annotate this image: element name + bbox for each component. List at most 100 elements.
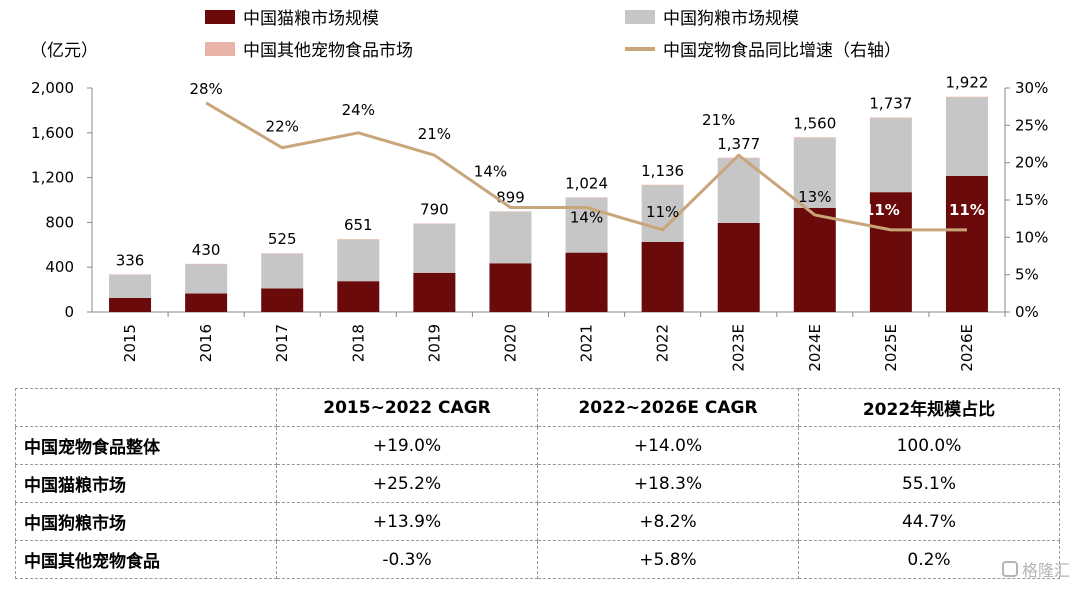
x-tick-label: 2020 (501, 324, 519, 362)
legend-item-other-food: 中国其他宠物食品市场 (205, 36, 413, 61)
bar-segment-other (793, 137, 836, 139)
table-row: 中国宠物食品整体 +19.0% +14.0% 100.0% (15, 426, 1060, 465)
market-size-chart: 0 400 800 1,200 1,600 2,000 0% 5% 10% 15% 20% 25% 30… (31, 74, 1048, 372)
bar-total-label: 1,377 (717, 135, 760, 153)
legend-label-other: 中国其他宠物食品市场 (243, 41, 413, 61)
bar-segment-dog (489, 211, 532, 264)
bar-segment-cat (185, 293, 228, 312)
growth-data-label: 11% (864, 201, 900, 219)
table-cell: +5.8% (537, 540, 799, 579)
growth-data-label: 22% (266, 118, 299, 136)
bar-total-label: 1,024 (565, 174, 608, 192)
growth-data-label: 14% (474, 162, 507, 180)
table-cell: -0.3% (276, 540, 538, 579)
bar-segment-dog (185, 264, 228, 294)
bar-segment-dog (109, 274, 152, 298)
y2-tick-label: 30% (1015, 79, 1048, 97)
bar-segment-other (869, 117, 912, 119)
table-row-label: 中国宠物食品整体 (15, 426, 277, 465)
table-cell: 44.7% (798, 502, 1060, 541)
y-tick-label: 1,600 (31, 124, 74, 142)
bar-total-label: 1,136 (641, 162, 684, 180)
bar-segment-cat (109, 298, 152, 312)
bar-segment-dog (413, 224, 456, 273)
bar-segment-other (413, 223, 456, 225)
bar-total-label: 1,737 (869, 94, 912, 112)
bar-total-label: 651 (344, 216, 373, 234)
bar-segment-dog (641, 185, 684, 242)
bar-segment-cat (869, 192, 912, 312)
table-row: 中国猫粮市场 +25.2% +18.3% 55.1% (15, 464, 1060, 503)
bar-segment-dog (337, 239, 380, 282)
bar-segment-cat (717, 222, 760, 312)
legend-swatch-cat (205, 9, 235, 24)
y-tick-label: 400 (45, 258, 74, 276)
bar-segment-dog (945, 97, 988, 176)
table-cell: +25.2% (276, 464, 538, 503)
bar-segment-cat (565, 252, 608, 312)
table-cell: +18.3% (537, 464, 799, 503)
growth-line (205, 101, 967, 232)
bar-segment-cat (413, 272, 456, 312)
table-row-label: 中国狗粮市场 (15, 502, 277, 541)
bar-total-label: 1,922 (945, 74, 988, 92)
table-header-cell (15, 388, 277, 427)
x-tick-label: 2018 (349, 324, 367, 362)
bar-segment-cat (945, 175, 988, 312)
y2-tick-label: 5% (1015, 266, 1039, 284)
y2-tick-label: 0% (1015, 303, 1039, 321)
bar-segment-cat (489, 263, 532, 312)
bar-segment-other (945, 96, 988, 98)
table-cell: +13.9% (276, 502, 538, 541)
table-cell: 100.0% (798, 426, 1060, 465)
bar-total-label: 430 (192, 241, 221, 259)
bar-segment-cat (337, 281, 380, 312)
x-tick-label: 2025E (882, 324, 900, 372)
growth-data-label: 14% (570, 208, 603, 226)
x-tick-label: 2026E (958, 324, 976, 372)
table-cell: 55.1% (798, 464, 1060, 503)
legend-label-growth: 中国宠物食品同比增速（右轴） (663, 41, 901, 61)
bar-segment-other (717, 157, 760, 159)
bar-segment-other (337, 239, 380, 240)
legend-label-dog: 中国狗粮市场规模 (663, 9, 799, 29)
legend-item-cat-food: 中国猫粮市场规模 (205, 4, 379, 29)
y-tick-label: 800 (45, 213, 74, 231)
legend-swatch-growth (625, 46, 655, 51)
cagr-summary-table: 2015~2022 CAGR 2022~2026E CAGR 2022年规模占比… (15, 388, 1060, 579)
bar-segment-other (261, 253, 304, 254)
x-tick-label: 2022 (654, 324, 672, 362)
x-tick-label: 2017 (273, 324, 291, 362)
growth-data-label: 11% (646, 203, 679, 221)
table-header-row: 2015~2022 CAGR 2022~2026E CAGR 2022年规模占比 (15, 388, 1060, 427)
table-row: 中国其他宠物食品 -0.3% +5.8% 0.2% (15, 540, 1060, 579)
x-tick-label: 2019 (425, 324, 443, 362)
bar-segment-other (641, 184, 684, 186)
growth-data-label: 28% (189, 80, 222, 98)
growth-data-label: 24% (342, 101, 375, 119)
growth-data-label: 21% (418, 125, 451, 143)
y2-tick-label: 10% (1015, 228, 1048, 246)
watermark: 格隆汇 (1001, 557, 1070, 581)
y-tick-label: 0 (64, 303, 74, 321)
bar-segment-dog (793, 138, 836, 208)
y-tick-label: 1,200 (31, 169, 74, 187)
legend-swatch-other (205, 41, 235, 56)
watermark-logo-icon (1001, 561, 1018, 577)
bar-total-label: 790 (420, 201, 449, 219)
legend-swatch-dog (625, 9, 655, 24)
legend-item-growth: 中国宠物食品同比增速（右轴） (625, 36, 901, 61)
table-cell: +19.0% (276, 426, 538, 465)
bar-segment-cat (261, 288, 304, 312)
y-axis-unit-label: （亿元） (30, 41, 98, 61)
y2-tick-label: 20% (1015, 154, 1048, 172)
legend-item-dog-food: 中国狗粮市场规模 (625, 4, 799, 29)
growth-data-label: 13% (798, 188, 831, 206)
table-header-cell: 2022年规模占比 (798, 388, 1060, 427)
growth-data-label: 11% (949, 201, 985, 219)
x-tick-label: 2024E (806, 324, 824, 372)
x-tick-label: 2023E (730, 324, 748, 372)
table-cell: +8.2% (537, 502, 799, 541)
growth-data-label: 21% (702, 111, 735, 129)
y2-tick-label: 15% (1015, 191, 1048, 209)
